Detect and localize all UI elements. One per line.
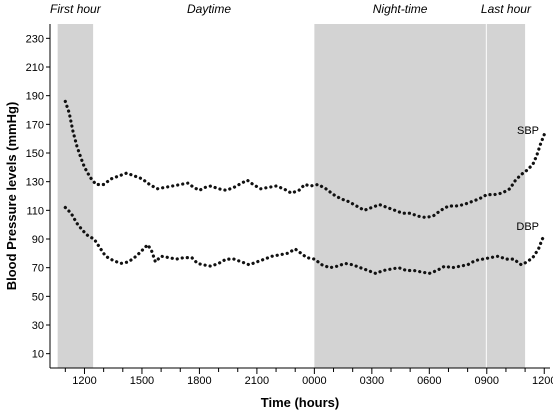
shaded-period-1	[314, 24, 486, 368]
y-tick-label: 110	[26, 205, 44, 217]
series-line-dbp	[63, 205, 546, 276]
x-tick-label: 1200	[72, 375, 96, 387]
y-tick-label: 170	[26, 119, 44, 131]
y-tick-label: 50	[32, 291, 44, 303]
y-tick-label: 190	[26, 91, 44, 103]
y-tick-label: 130	[26, 177, 44, 189]
period-label-3: Daytime	[187, 2, 231, 16]
y-axis-title: Blood Pressure levels (mmHg)	[4, 102, 19, 291]
y-tick-label: 90	[32, 234, 44, 246]
y-tick-label: 150	[26, 148, 44, 160]
y-tick-label: 30	[32, 320, 44, 332]
x-tick-label: 1800	[187, 375, 211, 387]
x-tick-label: 2100	[245, 375, 269, 387]
period-label-1: Night-time	[373, 2, 428, 16]
x-tick-label: 0000	[302, 375, 326, 387]
x-tick-label: 1500	[130, 375, 154, 387]
shaded-periods	[57, 24, 526, 368]
period-labels: First hour Night-time Last hour Daytime	[50, 2, 532, 16]
period-label-2: Last hour	[481, 2, 532, 16]
series-label-dbp: DBP	[516, 221, 539, 233]
x-tick-label: 0600	[417, 375, 441, 387]
y-tick-label: 70	[32, 263, 44, 275]
y-tick-label: 10	[32, 349, 44, 361]
x-tick-label: 0300	[360, 375, 384, 387]
data-series	[63, 99, 546, 276]
x-tick-label: 1200	[532, 375, 553, 387]
axes: 10 30 50 70 90 110 130 150 170 190 210 230 1200 1500 1…	[26, 24, 553, 387]
x-tick-label: 0900	[475, 375, 499, 387]
series-labels: SBP DBP	[516, 125, 539, 233]
series-label-sbp: SBP	[517, 125, 539, 137]
shaded-period-0	[57, 24, 94, 368]
y-tick-label: 230	[26, 33, 44, 45]
series-line-sbp	[63, 99, 546, 220]
y-tick-label: 210	[26, 62, 44, 74]
x-axis-title: Time (hours)	[261, 395, 340, 410]
shaded-period-2	[486, 24, 526, 368]
period-label-0: First hour	[50, 2, 102, 16]
